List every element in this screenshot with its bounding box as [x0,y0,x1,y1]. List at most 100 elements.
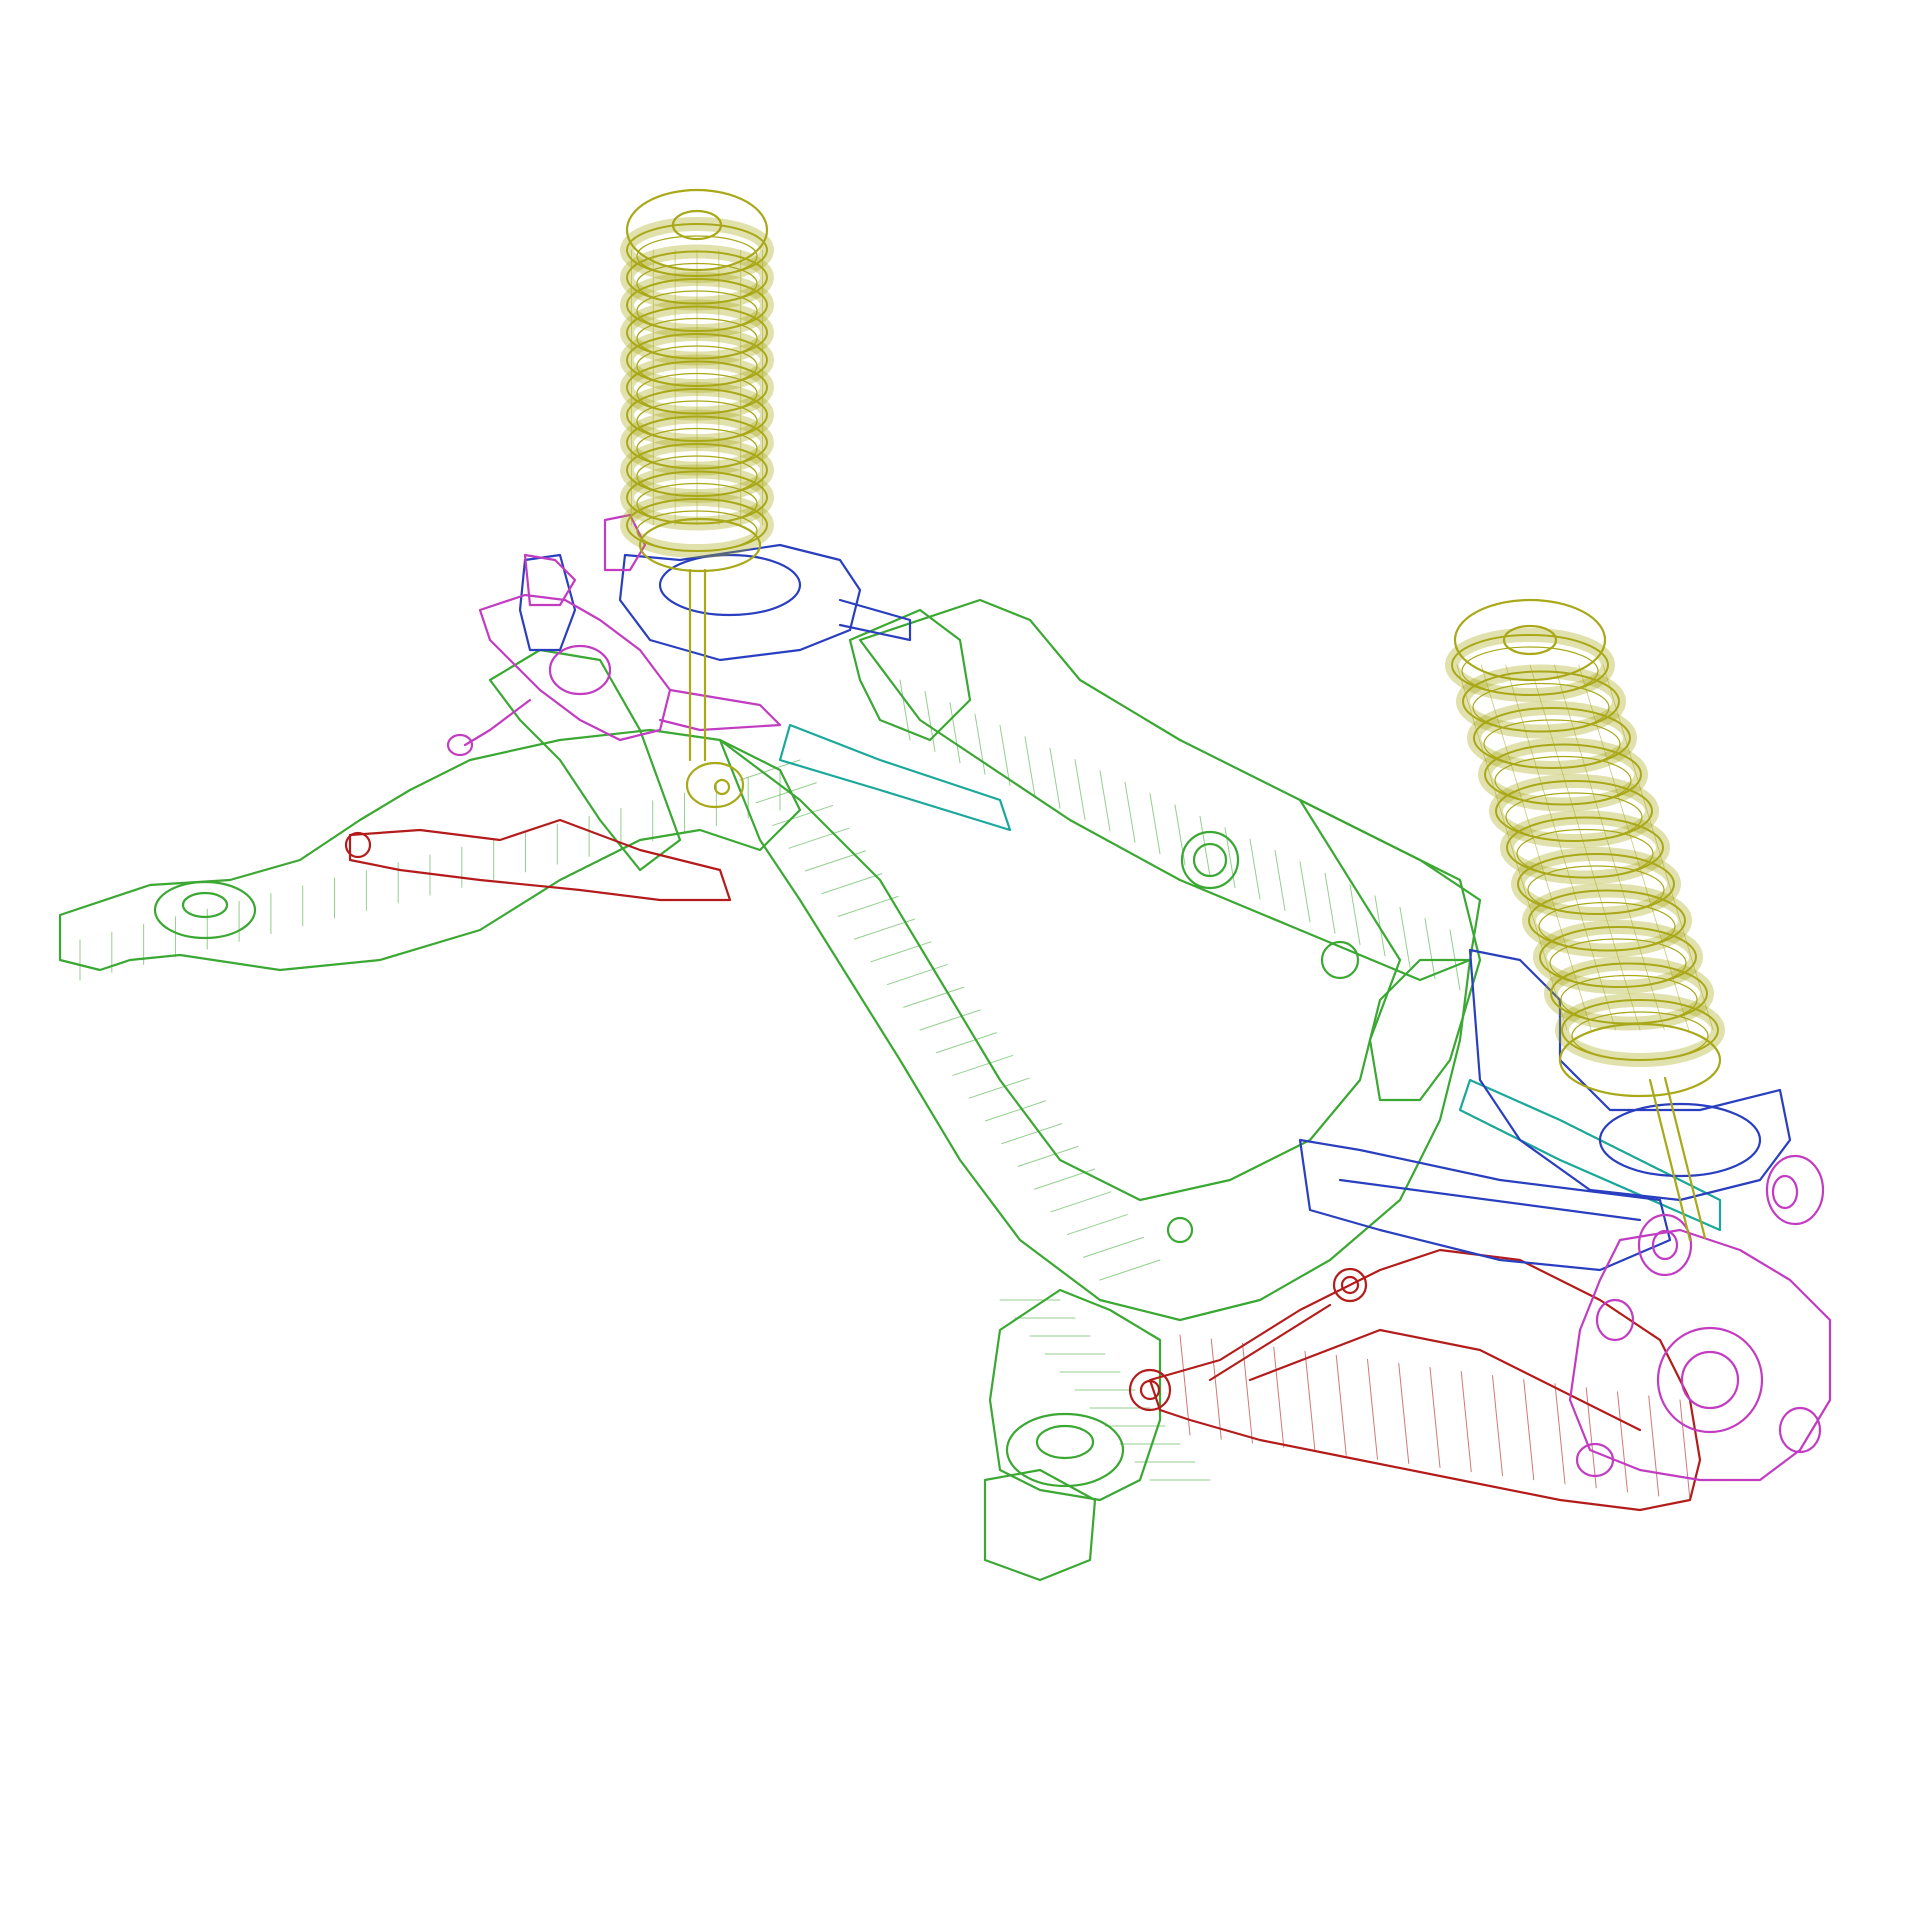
left-knuckle-upper-mount [523,553,577,607]
right-damper-rod [1648,1076,1707,1242]
right-knuckle-top-bushing [1765,1154,1825,1226]
subframe-left-mount-bore [181,891,229,919]
left-knuckle [446,513,782,757]
lower-arm-mesh-line [1398,1362,1410,1464]
right-upper-arm-lateral-link [1298,1138,1672,1272]
subframe-rear-rail [718,738,1472,1322]
right-lower-control-arm [1128,1248,1702,1512]
right-knuckle [1568,1154,1832,1482]
lower-arm-mesh-line [1617,1391,1628,1493]
subframe-left-upper-bracket [848,608,972,742]
left-coil-spring [620,188,774,809]
subframe-mesh-line [899,679,911,741]
right-lower-arm-rib [1248,1328,1642,1432]
left-spring-bottom-seat [638,517,762,573]
subframe-mesh-line [1274,849,1286,911]
subframe-mesh-line [984,1100,1046,1122]
subframe-mesh-line [1049,747,1061,809]
subframe-mesh-line [1399,906,1411,968]
lower-arm-mesh-line [1460,1371,1472,1473]
right-toe-link-body [1458,1078,1722,1232]
subframe-mesh-line [1017,1145,1079,1167]
subframe-mesh-line [1034,1168,1096,1190]
right-spring-coils [1445,628,1725,1067]
left-knuckle-ear [446,733,474,757]
lower-arm-mesh-line [1304,1350,1316,1452]
subframe-mesh-line [1449,929,1461,991]
subframe-mesh-line [1074,759,1086,821]
subframe-mesh [79,679,1461,1481]
subframe-left-arm [58,728,802,972]
subframe-mesh-line [1174,804,1186,866]
subframe-mesh-line [924,690,936,752]
right-spring-coil-inner [1571,1011,1709,1061]
right-spring-bottom-seat [1558,1022,1722,1098]
left-upper-arm-ring [658,553,802,617]
right-spring-mesh-line [1578,664,1690,1031]
left-lower-arm-bushing [344,831,372,859]
right-knuckle-hub [1656,1326,1764,1434]
left-upper-arm-body [618,543,862,662]
left-damper-rod [688,568,707,762]
lower-arm-mesh-line [1585,1387,1597,1489]
right-lower-arm-front-bushing-core [1139,1379,1161,1401]
lower-arm-mesh-line [1554,1383,1566,1485]
right-knuckle-hub-bore [1680,1350,1740,1410]
subframe-mesh-line [1099,770,1111,832]
right-spring-coil-inner [1494,755,1632,806]
left-spring-top-seat [625,188,769,272]
subframe-mesh-line [1050,1191,1112,1213]
lower-arm-mesh-line [1335,1354,1347,1456]
subframe-mesh-line [1199,815,1211,877]
right-knuckle-side-ear [1778,1406,1822,1454]
subframe-front-mount-post [988,1288,1162,1502]
subframe-mesh-line [1424,918,1436,980]
left-toe-link [778,723,1012,832]
lower-arm-mesh-line [1523,1379,1535,1481]
subframe-hole [1180,830,1240,890]
right-spring-coil-inner [1516,828,1654,879]
right-knuckle-lower-ear [1575,1442,1615,1478]
right-lower-arm-body [1148,1248,1702,1512]
subframe-right-rail [1298,798,1482,1102]
subframe-mesh-line [772,804,834,826]
right-spring-mesh-line [1553,664,1665,1031]
right-spring-top-seat [1453,598,1607,682]
lower-arm-mesh-line [1179,1334,1191,1436]
subframe-hole [1320,940,1360,980]
subframe-mesh-line [1299,861,1311,923]
right-upper-arm-ring [1598,1102,1762,1178]
subframe-mesh-line [755,782,817,804]
subframe-mesh-line [1374,895,1386,957]
lower-arm-mesh-line [1210,1338,1222,1440]
left-spring-coils [620,217,774,558]
right-lower-arm-front-bushing [1128,1368,1172,1412]
lower-arm-mesh-line [1648,1395,1660,1497]
subframe-mesh-line [935,1032,997,1054]
subframe-mesh-line [1249,838,1261,900]
right-toe-link [1458,1078,1722,1232]
subframe-mesh-line [1083,1236,1145,1258]
subframe-mesh-line [949,702,961,764]
subframe-mesh-line [886,964,948,986]
right-spring-coil-inner [1461,646,1599,696]
lower-arm-mesh-line [1273,1346,1285,1448]
subframe-hole [1166,1216,1194,1244]
left-damper-eye [685,761,745,809]
right-lower-arm-mesh [1179,1334,1691,1501]
right-spring-top-seat-inner [1502,624,1558,656]
left-upper-control-arm [518,543,912,662]
left-upper-arm-link [838,598,912,642]
subframe-front-mount [1005,1412,1125,1488]
right-knuckle-link-bushing-core [1651,1229,1679,1261]
subframe-mesh-line [1124,781,1136,843]
subframe-mesh-line [1001,1123,1063,1145]
right-upper-arm-body [1468,948,1792,1202]
subframe-mesh-line [854,918,916,940]
left-knuckle-lower-arm [463,698,532,747]
left-toe-link-body [778,723,1012,832]
right-spring-mesh-line [1480,664,1592,1031]
left-knuckle-hub [548,644,612,696]
subframe-mesh-line [1224,827,1236,889]
